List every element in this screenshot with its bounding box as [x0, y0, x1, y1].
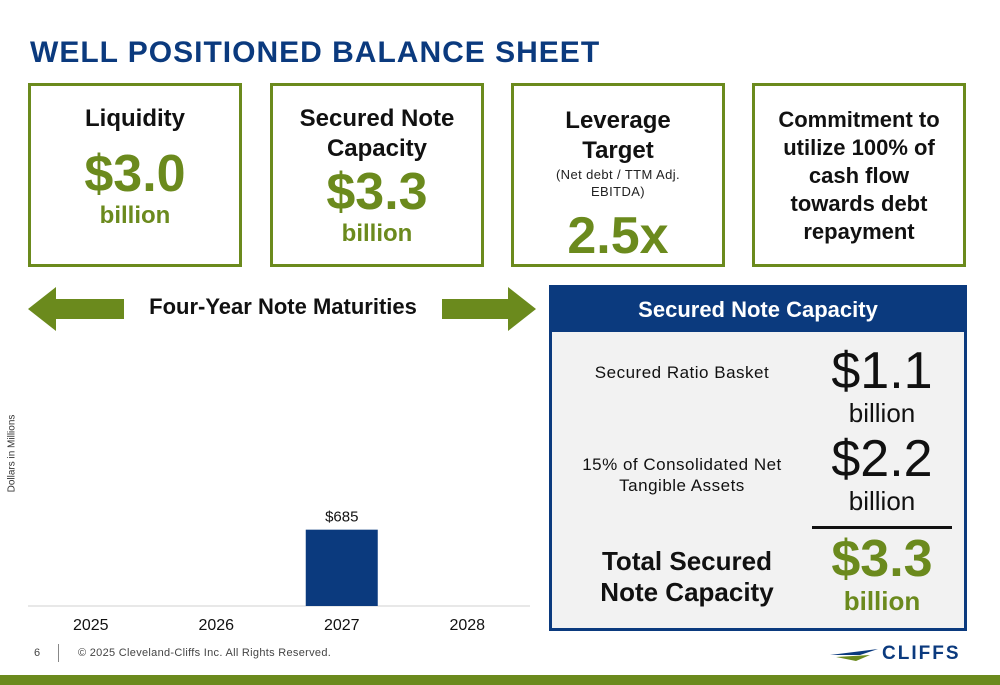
liquidity-card: Liquidity $3.0 billion [28, 83, 242, 267]
leverage-heading-2: Target [582, 137, 654, 164]
commitment-line-5: repayment [803, 219, 915, 244]
secured-card-heading-2: Capacity [326, 135, 428, 162]
maturities-bar-chart: $685 2025 2026 2027 2028 [28, 509, 530, 634]
arrow-right-icon [440, 287, 536, 331]
total-label-1: Total Secured [601, 546, 772, 576]
cliffs-swoosh-icon [830, 649, 878, 661]
tangible-assets-value: $2.2 [831, 430, 933, 488]
leverage-sub-2: EBITDA) [590, 184, 646, 199]
tangible-assets-label-1: 15% of Consolidated Net [582, 455, 782, 474]
page-number: 6 [34, 647, 41, 659]
liquidity-value: $3.0 [84, 145, 186, 203]
x-tick-labels-group: 2025 2026 2027 2028 [73, 617, 485, 634]
secured-ratio-basket-value: $1.1 [831, 342, 933, 400]
commitment-line-3: cash flow [808, 163, 910, 188]
commitment-line-1: Commitment to [778, 107, 940, 132]
y-axis-label-box: Dollars in Millions [2, 415, 22, 498]
tangible-assets-label-2: Tangible Assets [619, 476, 745, 495]
liquidity-heading: Liquidity [85, 105, 185, 132]
row1-value-box: $1.1 billion [807, 344, 957, 428]
panel-header: Secured Note Capacity [552, 288, 964, 332]
logo-text: CLIFFS [882, 643, 961, 664]
row2-value-box: $2.2 billion [807, 432, 957, 516]
x-tick-2025: 2025 [73, 617, 109, 634]
maturities-label: Four-Year Note Maturities [124, 292, 442, 322]
leverage-sub-1: (Net debt / TTM Adj. [555, 167, 681, 182]
footer-separator [58, 644, 59, 662]
leverage-value: 2.5x [567, 207, 669, 265]
tangible-assets-unit: billion [848, 486, 916, 516]
bottom-accent-bar [0, 675, 1000, 685]
secured-ratio-basket-label: Secured Ratio Basket [594, 363, 770, 382]
x-tick-2026: 2026 [198, 617, 234, 634]
liquidity-unit: billion [99, 202, 171, 229]
total-value-box: $3.3 billion [807, 532, 957, 616]
y-axis-label: Dollars in Millions [6, 414, 18, 493]
arrow-left-icon [28, 287, 124, 331]
leverage-heading-1: Leverage [565, 107, 671, 134]
row1-label-box: Secured Ratio Basket [572, 362, 792, 383]
row2-label-box: 15% of Consolidated Net Tangible Assets [562, 454, 802, 496]
total-secured-value: $3.3 [831, 530, 933, 588]
secured-note-capacity-card: Secured Note Capacity $3.3 billion [270, 83, 484, 267]
total-divider-line [812, 526, 952, 529]
secured-card-unit: billion [341, 220, 413, 247]
commitment-line-2: utilize 100% of [783, 135, 935, 160]
commitment-line-4: towards debt [790, 191, 928, 216]
data-labels-group: $685 [325, 509, 358, 526]
cliffs-logo: CLIFFS [830, 643, 975, 665]
bar-2027 [305, 529, 378, 606]
copyright: © 2025 Cleveland-Cliffs Inc. All Rights … [78, 647, 332, 659]
secured-ratio-basket-unit: billion [848, 398, 916, 428]
commitment-card: Commitment to utilize 100% of cash flow … [752, 83, 966, 267]
secured-note-capacity-panel: Secured Note Capacity Secured Ratio Bask… [549, 285, 967, 631]
data-label-2027: $685 [325, 509, 358, 526]
slide-title: WELL POSITIONED BALANCE SHEET [30, 36, 601, 69]
secured-card-heading-1: Secured Note [299, 105, 455, 132]
total-label-2: Note Capacity [600, 577, 774, 607]
leverage-target-card: Leverage Target (Net debt / TTM Adj. EBI… [511, 83, 725, 267]
total-label-box: Total Secured Note Capacity [572, 546, 802, 608]
x-tick-2028: 2028 [449, 617, 485, 634]
total-secured-unit: billion [843, 586, 921, 616]
secured-card-value: $3.3 [326, 163, 428, 221]
bars-group [305, 529, 378, 606]
x-tick-2027: 2027 [324, 617, 360, 634]
